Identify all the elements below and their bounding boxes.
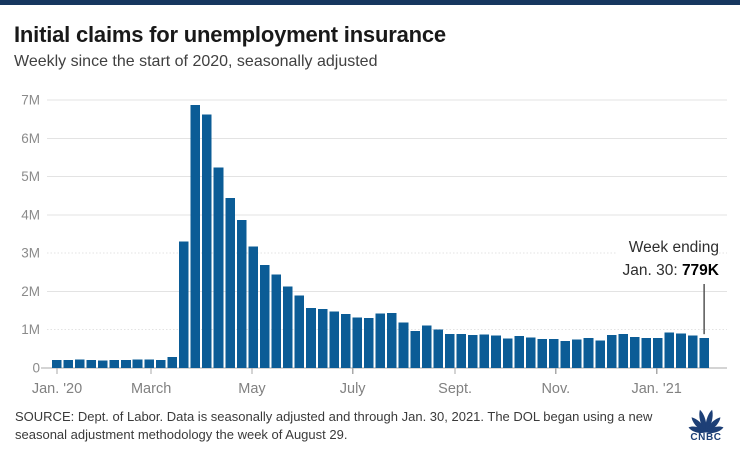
svg-text:Sept.: Sept. [438, 381, 472, 397]
svg-text:Nov.: Nov. [541, 381, 570, 397]
cnbc-wordmark: CNBC [690, 432, 722, 443]
annotation-value: 779K [681, 262, 719, 279]
svg-text:2M: 2M [21, 284, 40, 299]
peacock-icon [688, 409, 724, 433]
svg-text:3M: 3M [21, 246, 40, 261]
svg-text:6M: 6M [21, 131, 40, 146]
svg-text:Jan. '21: Jan. '21 [631, 381, 681, 397]
svg-text:1M: 1M [21, 322, 40, 337]
annotation-label: Week ending Jan. 30: 779K [616, 236, 719, 282]
svg-text:July: July [340, 381, 367, 397]
svg-text:5M: 5M [21, 169, 40, 184]
svg-text:0: 0 [32, 361, 40, 376]
cnbc-logo: CNBC [683, 407, 729, 445]
annotation-line2: Jan. 30: 779K [622, 262, 719, 279]
annotation-line1: Week ending [628, 239, 719, 256]
source-text: SOURCE: Dept. of Labor. Data is seasonal… [15, 409, 653, 443]
svg-text:May: May [238, 381, 266, 397]
page-title: Initial claims for unemployment insuranc… [14, 22, 446, 47]
svg-text:7M: 7M [21, 93, 40, 108]
svg-text:4M: 4M [21, 207, 40, 222]
svg-text:March: March [131, 381, 171, 397]
page-subtitle: Weekly since the start of 2020, seasonal… [14, 53, 378, 70]
top-accent-bar [0, 0, 740, 5]
svg-text:Jan. '20: Jan. '20 [32, 381, 82, 397]
